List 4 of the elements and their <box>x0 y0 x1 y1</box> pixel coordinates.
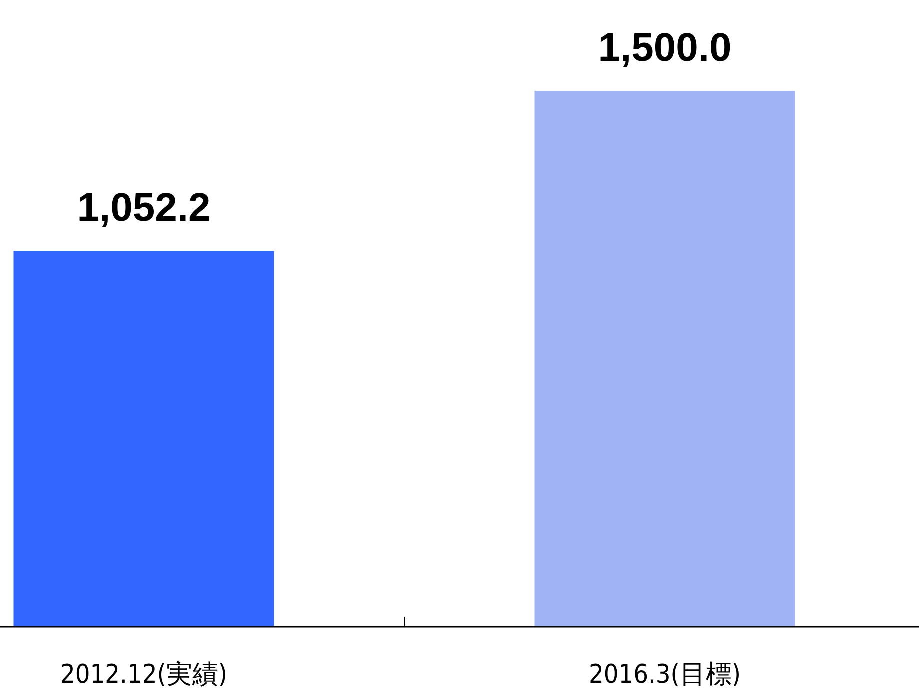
x-tick-label: 2016.3(目標) <box>588 660 742 690</box>
x-tick-label: 2012.12(実績) <box>60 660 228 690</box>
data-label: 1,500.0 <box>598 26 732 70</box>
data-label: 1,052.2 <box>77 186 211 230</box>
